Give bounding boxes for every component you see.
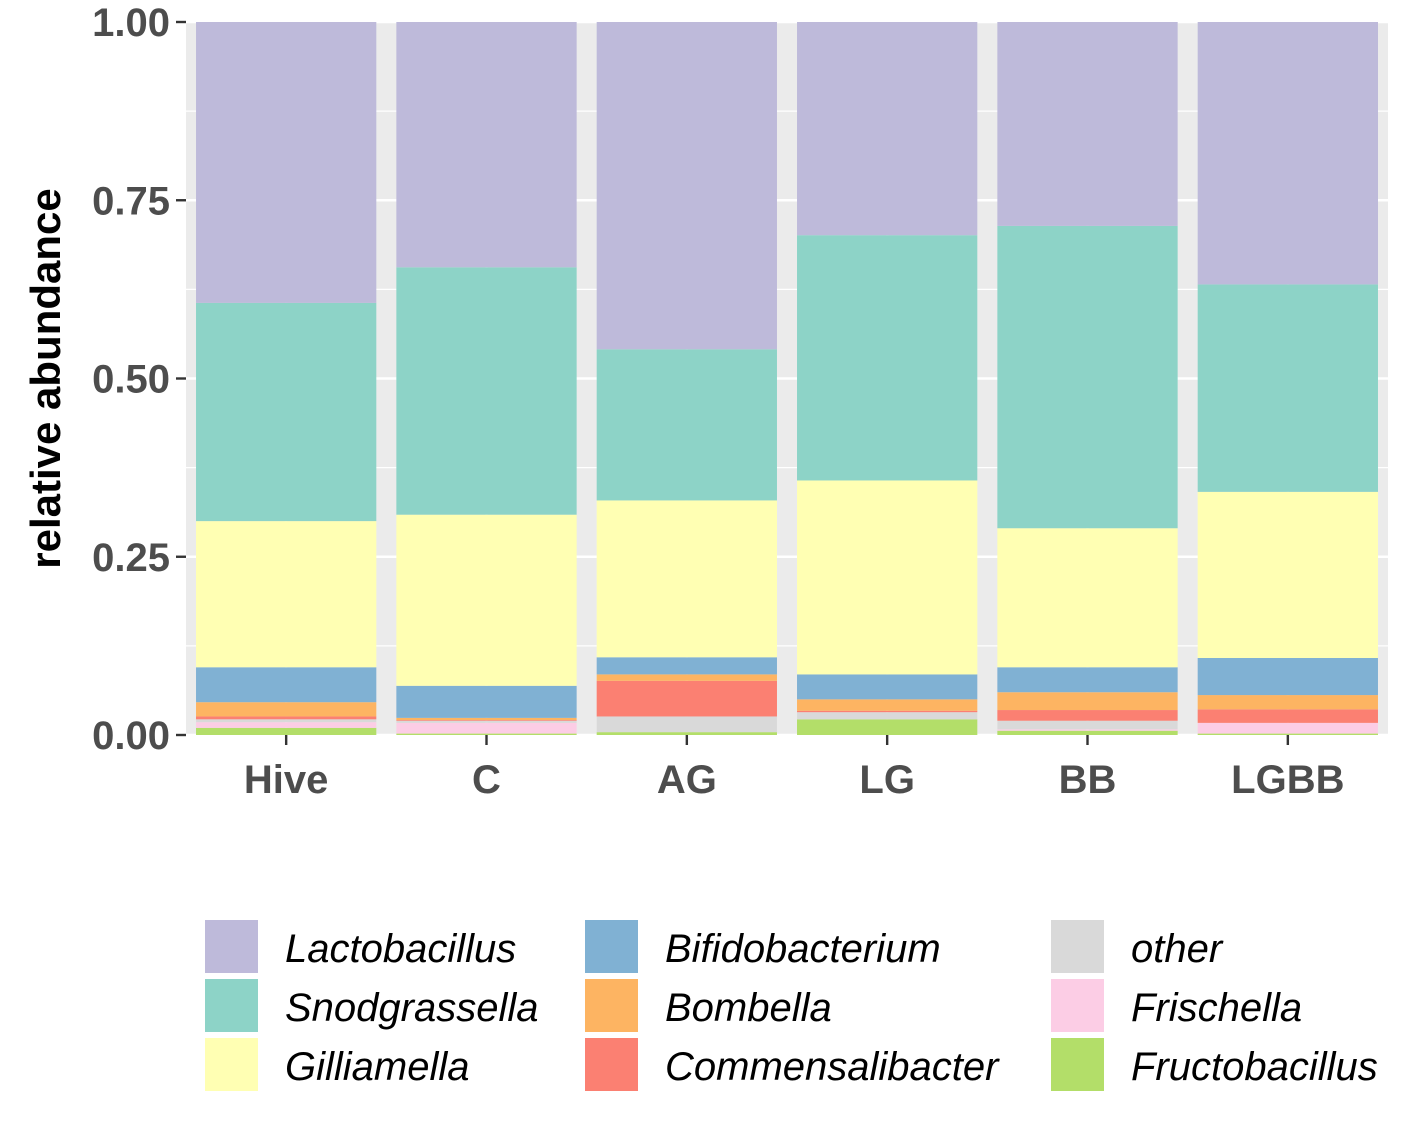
bar-segment-hive-other	[196, 719, 377, 723]
legend: Lactobacillus Snodgrassella Gilliamella Bif…	[205, 920, 1378, 1091]
y-tick-label: 0.75	[92, 179, 170, 223]
legend-key	[205, 1038, 258, 1091]
bar-segment-lg-lactobacillus	[797, 22, 978, 236]
bar-segment-lgbb-lactobacillus	[1197, 22, 1378, 285]
bar-segment-ag-gilliamella	[596, 500, 777, 658]
legend-key	[1051, 1038, 1104, 1091]
legend-item-fructobacillus: Fructobacillus	[1051, 1038, 1378, 1091]
bar-segment-hive-bombella	[196, 702, 377, 717]
bar-segment-lg-gilliamella	[797, 480, 978, 675]
x-axis: Hive C AG LG BB LGBB	[244, 735, 1344, 802]
legend-label: Frischella	[1131, 986, 1302, 1030]
bar-segment-hive-bifidobacterium	[196, 667, 377, 703]
bar-segment-lgbb-commensalibacter	[1197, 709, 1378, 723]
x-tick-label-lgbb: LGBB	[1231, 758, 1344, 802]
legend-item-bifidobacterium: Bifidobacterium	[585, 920, 941, 973]
bar-segment-hive-snodgrassella	[196, 302, 377, 522]
bar-segment-lg-bifidobacterium	[797, 674, 978, 700]
bar-segment-lgbb-gilliamella	[1197, 491, 1378, 658]
legend-label: other	[1131, 927, 1224, 971]
bar-segment-ag-fructobacillus	[596, 732, 777, 735]
bar-segment-ag-snodgrassella	[596, 349, 777, 501]
legend-key	[585, 979, 638, 1032]
bar-segment-ag-bombella	[596, 674, 777, 681]
legend-item-snodgrassella: Snodgrassella	[205, 979, 539, 1032]
bar-segment-bb-snodgrassella	[997, 225, 1178, 529]
legend-label: Snodgrassella	[285, 986, 539, 1030]
bar-segment-lgbb-bifidobacterium	[1197, 657, 1378, 696]
bar-segment-c-bifidobacterium	[396, 685, 577, 718]
bar-segment-lgbb-frischella	[1197, 722, 1378, 734]
legend-label: Gilliamella	[285, 1045, 470, 1089]
legend-key	[585, 1038, 638, 1091]
bar-segment-bb-bombella	[997, 692, 1178, 711]
bar-segment-c-frischella	[396, 722, 577, 734]
bar-segment-hive-fructobacillus	[196, 727, 377, 735]
legend-key	[1051, 920, 1104, 973]
legend-label: Lactobacillus	[285, 927, 516, 971]
bar-segment-c-gilliamella	[396, 514, 577, 686]
bar-segment-c-lactobacillus	[396, 22, 577, 268]
bar-segment-bb-commensalibacter	[997, 710, 1178, 721]
legend-key	[205, 979, 258, 1032]
bars	[196, 22, 1378, 735]
y-tick-label: 0.25	[92, 536, 170, 580]
bar-segment-lg-snodgrassella	[797, 235, 978, 481]
y-axis-title: relative abundance	[22, 188, 69, 568]
bar-segment-bb-other	[997, 720, 1178, 730]
bar-segment-bb-bifidobacterium	[997, 667, 1178, 693]
bar-segment-lgbb-fructobacillus	[1197, 733, 1378, 735]
bar-segment-lg-commensalibacter	[797, 710, 978, 713]
legend-label: Bombella	[665, 986, 832, 1030]
bar-segment-lg-fructobacillus	[797, 719, 978, 735]
legend-item-commensalibacter: Commensalibacter	[585, 1038, 1000, 1091]
legend-label: Fructobacillus	[1131, 1045, 1378, 1089]
y-tick-label: 0.00	[92, 714, 170, 758]
legend-key	[1051, 979, 1104, 1032]
bar-segment-bb-fructobacillus	[997, 730, 1178, 735]
bar-segment-ag-other	[596, 716, 777, 733]
x-tick-label-hive: Hive	[244, 758, 329, 802]
legend-item-other: other	[1051, 920, 1224, 973]
bar-segment-c-fructobacillus	[396, 733, 577, 735]
bar-segment-c-commensalibacter	[396, 720, 577, 721]
x-tick-label-ag: AG	[657, 758, 717, 802]
bar-segment-bb-lactobacillus	[997, 22, 1178, 226]
bar-segment-hive-gilliamella	[196, 521, 377, 668]
legend-key	[205, 920, 258, 973]
legend-key	[585, 920, 638, 973]
y-tick-label: 0.50	[92, 358, 170, 402]
bar-segment-c-snodgrassella	[396, 267, 577, 515]
bar-segment-ag-commensalibacter	[596, 680, 777, 717]
bar-segment-hive-lactobacillus	[196, 22, 377, 303]
legend-label: Commensalibacter	[665, 1045, 1000, 1089]
bar-segment-lgbb-snodgrassella	[1197, 284, 1378, 492]
bar-segment-bb-frischella	[997, 729, 1178, 731]
x-tick-label-bb: BB	[1059, 758, 1117, 802]
bar-segment-lg-bombella	[797, 699, 978, 711]
bar-segment-bb-gilliamella	[997, 528, 1178, 668]
legend-item-lactobacillus: Lactobacillus	[205, 920, 516, 973]
bar-segment-hive-commensalibacter	[196, 716, 377, 720]
y-tick-label: 1.00	[92, 1, 170, 45]
y-axis: 0.00 0.25 0.50 0.75 1.00	[92, 1, 186, 758]
bar-segment-hive-frischella	[196, 722, 377, 728]
bar-segment-ag-bifidobacterium	[596, 657, 777, 675]
bar-segment-ag-lactobacillus	[596, 22, 777, 350]
legend-label: Bifidobacterium	[665, 927, 941, 971]
bar-segment-c-bombella	[396, 717, 577, 721]
legend-item-gilliamella: Gilliamella	[205, 1038, 470, 1091]
bar-segment-lg-other	[797, 712, 978, 720]
legend-item-bombella: Bombella	[585, 979, 832, 1032]
bar-segment-c-other	[396, 720, 577, 723]
x-tick-label-lg: LG	[859, 758, 915, 802]
x-tick-label-c: C	[472, 758, 501, 802]
legend-item-frischella: Frischella	[1051, 979, 1302, 1032]
bar-segment-lgbb-bombella	[1197, 695, 1378, 710]
